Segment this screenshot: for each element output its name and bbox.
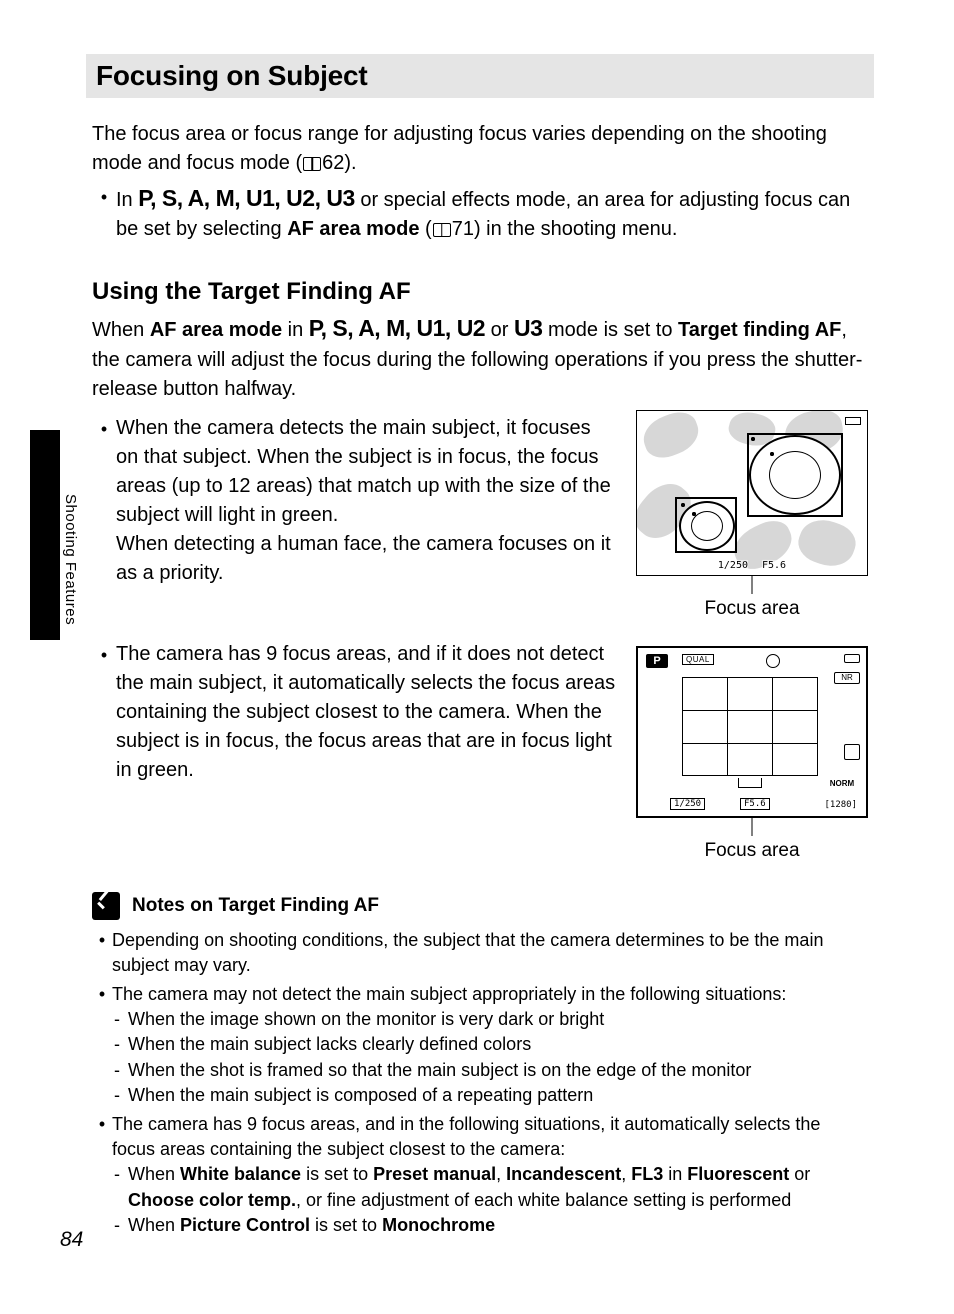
notes-block: Notes on Target Finding AF •Depending on… bbox=[92, 892, 868, 1238]
lcd2-shutter: 1/250 bbox=[670, 798, 705, 810]
intro-bullet-body: In P, S, A, M, U1, U2, U3 or special eff… bbox=[116, 182, 868, 244]
lcd1-shutter: 1/250 bbox=[718, 560, 748, 571]
intro-ref2: 71) in the shooting menu. bbox=[452, 218, 678, 240]
intro-text-a: The focus area or focus range for adjust… bbox=[92, 123, 827, 174]
lcd2-fstop: F5.6 bbox=[740, 798, 770, 810]
af-area-mode-bold: AF area mode bbox=[287, 218, 419, 240]
book-icon bbox=[433, 223, 451, 237]
note-2-sub: -When the shot is framed so that the mai… bbox=[114, 1058, 868, 1083]
intro-ref1: 62). bbox=[322, 152, 356, 174]
section-title: Focusing on Subject bbox=[96, 60, 864, 92]
monochrome-bold: Monochrome bbox=[382, 1215, 495, 1235]
tf-bullet-1-body: When the camera detects the main subject… bbox=[116, 414, 616, 588]
page-content: Focusing on Subject The focus area or fo… bbox=[92, 54, 868, 1238]
note-3-sub-1: - When White balance is set to Preset ma… bbox=[114, 1162, 868, 1212]
intro-bullet: • In P, S, A, M, U1, U2, U3 or special e… bbox=[92, 182, 868, 244]
t: When bbox=[128, 1215, 180, 1235]
lcd2-mode-badge: P bbox=[646, 654, 668, 668]
mode-glyphs: P, S, A, M, U1, U2, U3 bbox=[138, 185, 355, 211]
intro-paragraph: The focus area or focus range for adjust… bbox=[92, 120, 868, 178]
book-icon bbox=[303, 157, 321, 171]
t: When bbox=[128, 1164, 180, 1184]
norm-label: NORM bbox=[824, 778, 860, 790]
mode-glyphs-2: P, S, A, M, U1, U2 bbox=[309, 315, 485, 341]
note-2-sub: -When the main subject is composed of a … bbox=[114, 1083, 868, 1108]
battery-icon bbox=[844, 654, 860, 663]
callout-line bbox=[752, 818, 753, 836]
t: , bbox=[496, 1164, 506, 1184]
lcd-illustration-1: 1/250 F5.6 bbox=[636, 410, 868, 576]
note-3-body: The camera has 9 focus areas, and in the… bbox=[112, 1112, 868, 1162]
note-1: •Depending on shooting conditions, the s… bbox=[92, 928, 868, 978]
incandescent-bold: Incandescent bbox=[506, 1164, 621, 1184]
intro-bullet-lead: In bbox=[116, 189, 138, 211]
bullet-dot-icon: • bbox=[92, 414, 116, 442]
af-area-mode-bold-2: AF area mode bbox=[150, 319, 282, 341]
note-3: •The camera has 9 focus areas, and in th… bbox=[92, 1112, 868, 1162]
note-2-sub: -When the image shown on the monitor is … bbox=[114, 1007, 868, 1032]
t: is set to bbox=[301, 1164, 373, 1184]
note-2-sub-body: When the main subject is composed of a r… bbox=[128, 1083, 593, 1108]
tf-bullet-2-body: The camera has 9 focus areas, and if it … bbox=[116, 640, 616, 785]
af-target-icon bbox=[844, 744, 860, 760]
note-2-sub-body: When the main subject lacks clearly defi… bbox=[128, 1032, 531, 1057]
tf-intro-paragraph: When AF area mode in P, S, A, M, U1, U2 … bbox=[92, 312, 868, 403]
t: , bbox=[621, 1164, 631, 1184]
nr-icon: NR bbox=[834, 672, 860, 684]
note-2-sub-body: When the shot is framed so that the main… bbox=[128, 1058, 751, 1083]
t: is set to bbox=[310, 1215, 382, 1235]
section-banner: Focusing on Subject bbox=[86, 54, 874, 98]
color-temp-bold: Choose color temp. bbox=[128, 1190, 296, 1210]
callout-line bbox=[752, 576, 753, 594]
fluorescent-bold: Fluorescent bbox=[687, 1164, 789, 1184]
bullet-dot-icon: • bbox=[92, 640, 116, 668]
lcd-illustration-2: P QUAL NR NORM 1/250 F5.6 [1280] bbox=[636, 646, 868, 818]
tf-b: in bbox=[282, 319, 309, 341]
note-check-icon bbox=[92, 892, 120, 920]
tf-bullet-1: • When the camera detects the main subje… bbox=[92, 414, 616, 588]
lcd2-shots: [1280] bbox=[821, 800, 860, 810]
focus-area-label-2: Focus area bbox=[636, 840, 868, 862]
tf-bullet-2: • The camera has 9 focus areas, and if i… bbox=[92, 640, 616, 785]
tf-d: mode is set to bbox=[542, 319, 678, 341]
tf-c: or bbox=[485, 319, 514, 341]
page-number: 84 bbox=[60, 1228, 83, 1252]
timer-icon bbox=[766, 654, 780, 668]
side-tab bbox=[30, 430, 60, 640]
t: , or fine adjustment of each white balan… bbox=[296, 1190, 791, 1210]
note-3-sub-2: - When Picture Control is set to Monochr… bbox=[114, 1213, 868, 1238]
note-2-body: The camera may not detect the main subje… bbox=[112, 982, 868, 1007]
focus-grid bbox=[682, 678, 818, 776]
note-2: •The camera may not detect the main subj… bbox=[92, 982, 868, 1007]
bullet-dot-icon: • bbox=[92, 182, 116, 210]
notes-title: Notes on Target Finding AF bbox=[132, 895, 379, 917]
target-finding-bold: Target finding AF bbox=[678, 319, 841, 341]
fl3-bold: FL3 bbox=[631, 1164, 663, 1184]
preset-manual-bold: Preset manual bbox=[373, 1164, 496, 1184]
focus-area-label-1: Focus area bbox=[636, 598, 868, 620]
mode-glyph-u3: U3 bbox=[514, 315, 542, 341]
note-1-body: Depending on shooting conditions, the su… bbox=[112, 928, 868, 978]
side-section-label: Shooting Features bbox=[62, 494, 79, 625]
white-balance-bold: White balance bbox=[180, 1164, 301, 1184]
note-2-sub: -When the main subject lacks clearly def… bbox=[114, 1032, 868, 1057]
t: or bbox=[789, 1164, 810, 1184]
center-mark bbox=[738, 778, 762, 788]
intro-bullet-tail-b: ( bbox=[419, 218, 431, 240]
subheading: Using the Target Finding AF bbox=[92, 278, 868, 306]
note-2-sub-body: When the image shown on the monitor is v… bbox=[128, 1007, 604, 1032]
lcd2-qual: QUAL bbox=[682, 654, 714, 665]
picture-control-bold: Picture Control bbox=[180, 1215, 310, 1235]
tf-a: When bbox=[92, 319, 150, 341]
t: in bbox=[663, 1164, 687, 1184]
lcd1-fstop: F5.6 bbox=[762, 560, 786, 571]
